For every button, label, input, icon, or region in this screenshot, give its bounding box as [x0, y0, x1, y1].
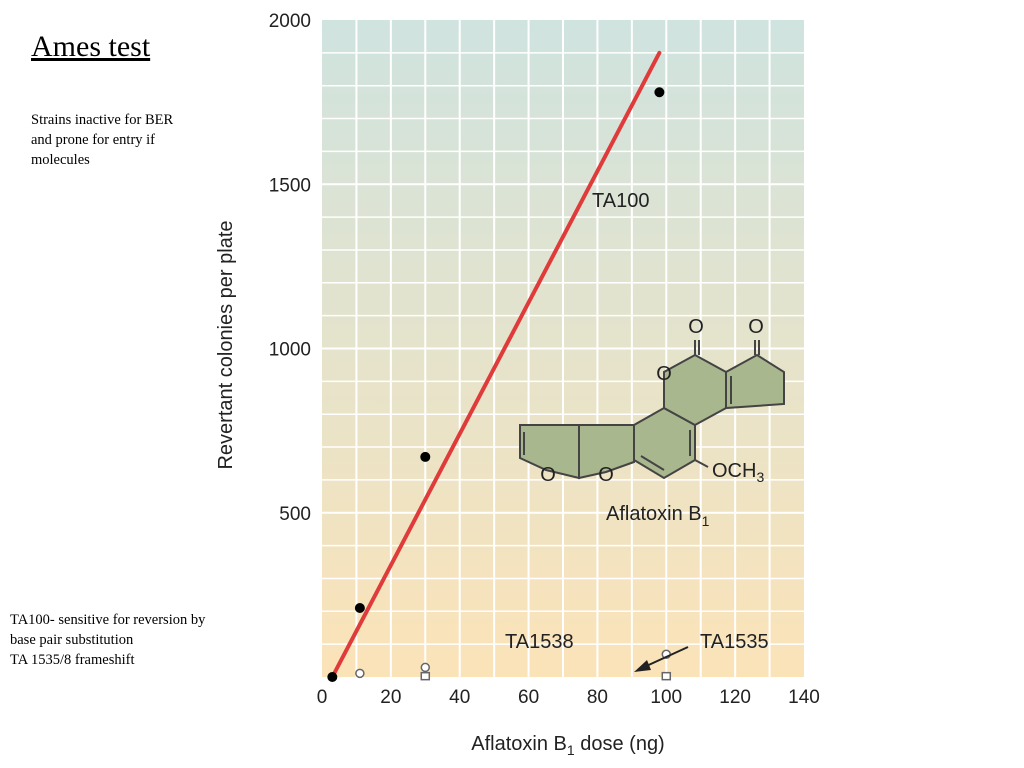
- label-ta1535: TA1535: [700, 631, 769, 653]
- aflatoxin-structure: O O O O O OCH3 Aflatoxin B1: [519, 316, 785, 529]
- ta1535-arrow: [634, 646, 689, 672]
- y-tick-label: 1500: [269, 175, 311, 196]
- point-ta1538: [355, 668, 365, 679]
- x-tick-label: 120: [719, 687, 751, 708]
- point-ta100: [420, 451, 431, 462]
- x-tick-label: 20: [380, 687, 401, 708]
- oxygen-label: O: [656, 363, 672, 385]
- ta100-fit-line: [330, 50, 662, 679]
- note-ber: Strains inactive for BER and prone for e…: [31, 112, 174, 168]
- point-ta100: [354, 603, 365, 614]
- y-tick-label: 500: [279, 504, 311, 525]
- x-tick-label: 140: [788, 687, 820, 708]
- gridlines: [322, 20, 804, 677]
- point-ta100: [654, 87, 665, 98]
- y-axis-label: Revertant colonies per plate: [215, 220, 237, 469]
- note-strains: TA100- sensitive for reversion by base p…: [10, 610, 260, 670]
- tick-labels: 0 20 40 60 80 100 120 140 500 1000 1500 2000: [269, 11, 820, 708]
- oxygen-label: O: [598, 464, 614, 486]
- label-ta100: TA100: [592, 190, 649, 212]
- point-ta100: [327, 672, 338, 682]
- x-tick-label: 0: [317, 687, 328, 708]
- oxygen-label: O: [688, 316, 704, 338]
- y-tick-label: 1000: [269, 340, 311, 361]
- slide-title: Ames test: [31, 30, 151, 63]
- structure-name: Aflatoxin B1: [606, 503, 710, 529]
- x-tick-label: 80: [587, 687, 608, 708]
- methoxy-label: OCH3: [712, 460, 764, 485]
- oxygen-label: O: [748, 316, 764, 338]
- y-tick-label: 2000: [269, 11, 311, 32]
- note-line: base pair substitution: [10, 632, 134, 648]
- note-line: TA100- sensitive for reversion by: [10, 612, 206, 628]
- x-axis-label: Aflatoxin B1 dose (ng): [471, 733, 664, 758]
- point-ta1535: [420, 671, 431, 681]
- label-ta1538: TA1538: [505, 631, 574, 653]
- x-tick-label: 40: [449, 687, 470, 708]
- point-ta1535: [661, 671, 672, 681]
- oxygen-label: O: [540, 464, 556, 486]
- point-ta1538: [420, 662, 431, 673]
- x-tick-label: 100: [650, 687, 682, 708]
- note-line: TA 1535/8 frameshift: [10, 652, 135, 668]
- x-tick-label: 60: [518, 687, 539, 708]
- data-points: [327, 87, 672, 682]
